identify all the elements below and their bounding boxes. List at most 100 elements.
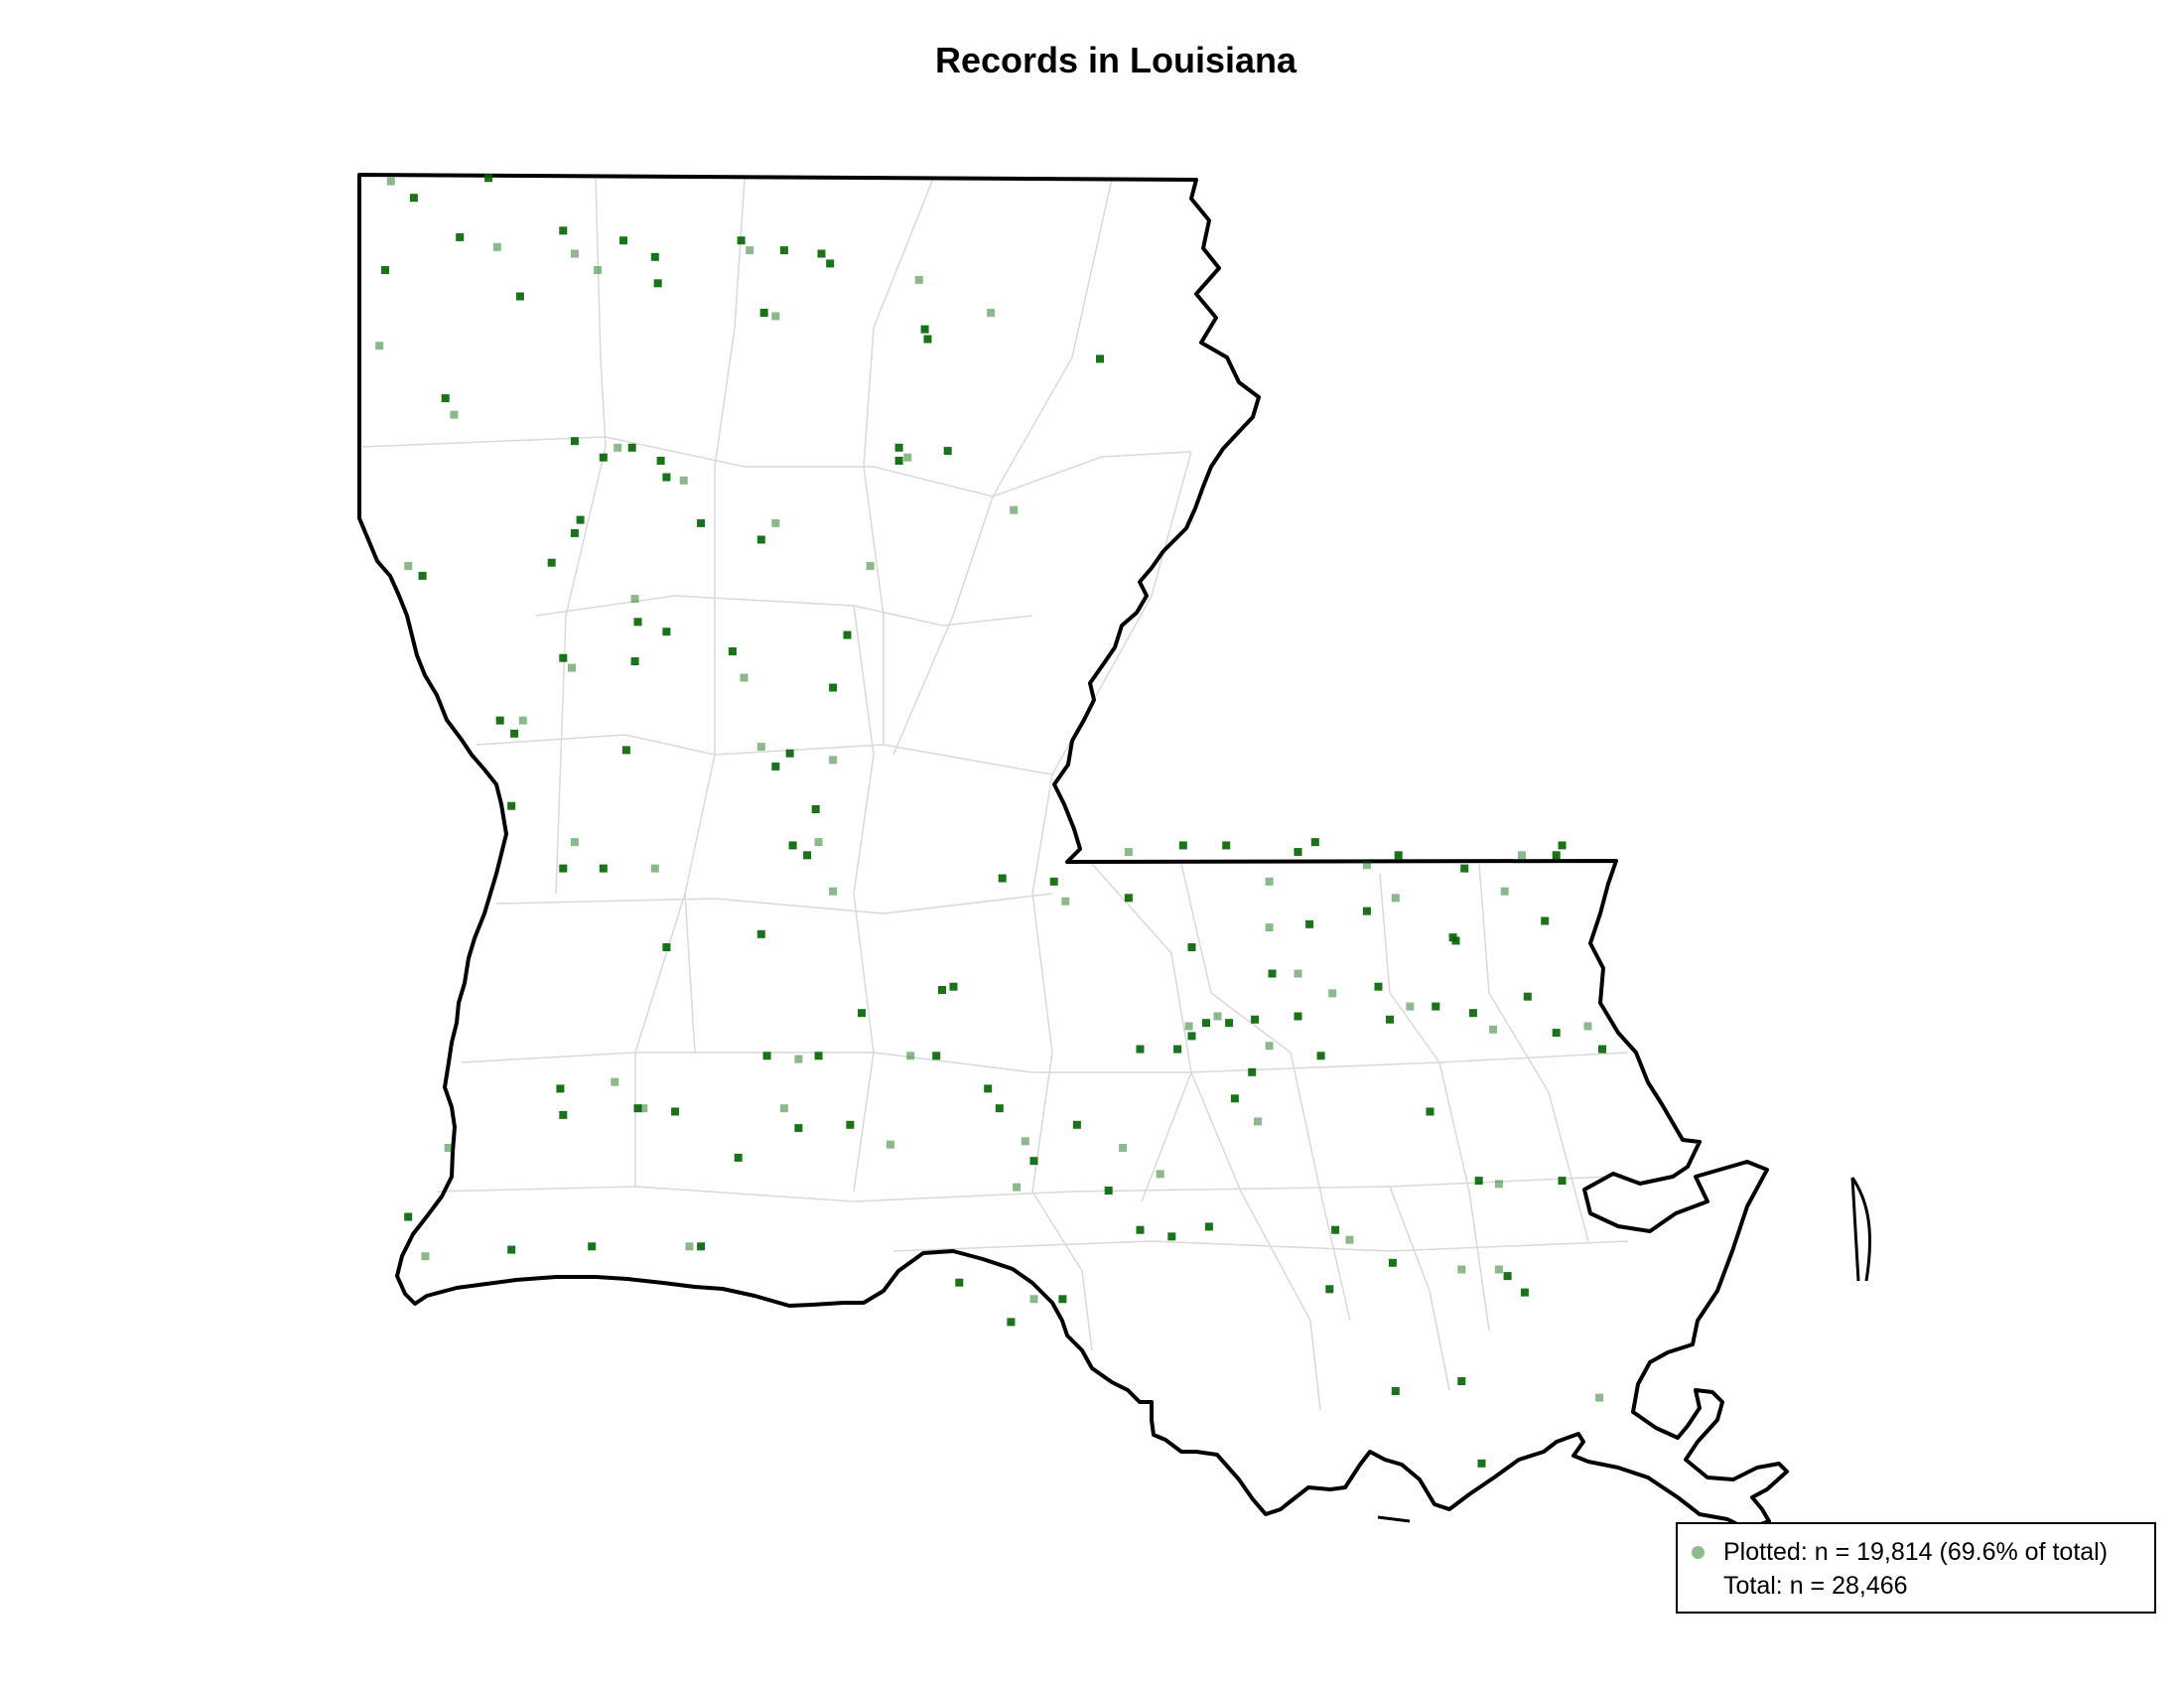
record-point (1426, 1107, 1434, 1116)
record-point (1460, 864, 1469, 873)
record-point (894, 457, 903, 465)
parish-line (1031, 1191, 1093, 1351)
record-point (697, 518, 706, 527)
record-point (1136, 1225, 1145, 1234)
record-point (1541, 916, 1550, 925)
record-point (1225, 1019, 1234, 1028)
record-point (903, 453, 912, 462)
record-point (444, 1144, 453, 1152)
record-point (627, 443, 636, 452)
parish-line (892, 1240, 1629, 1252)
record-point (1558, 841, 1567, 850)
record-point (1294, 969, 1302, 978)
record-point (404, 1212, 413, 1221)
record-point (619, 236, 627, 245)
record-point (510, 729, 519, 738)
record-point (375, 342, 384, 351)
record-point (923, 335, 932, 344)
record-point (1007, 1318, 1016, 1327)
record-point (1552, 1029, 1561, 1038)
record-point (811, 805, 820, 813)
record-point (788, 841, 797, 850)
record-point (1406, 1002, 1415, 1011)
record-point (1345, 1235, 1354, 1244)
record-point (1457, 1377, 1466, 1385)
record-point (814, 1052, 823, 1060)
record-point (507, 1245, 516, 1254)
record-point (955, 1278, 964, 1287)
record-point (1021, 1137, 1029, 1146)
record-point (1119, 1144, 1128, 1152)
parish-line (853, 605, 875, 1193)
record-point (633, 1104, 642, 1113)
record-point (1010, 505, 1019, 514)
record-point (495, 716, 504, 725)
record-point (1325, 1285, 1334, 1294)
record-point (785, 749, 794, 758)
parish-line (436, 1176, 1609, 1202)
parish-line (863, 178, 934, 745)
legend-total-label: Total: n = 28,466 (1723, 1572, 1908, 1600)
record-point (662, 943, 671, 951)
record-point (1187, 943, 1196, 951)
record-point (1294, 848, 1302, 856)
record-point (1598, 1045, 1606, 1054)
record-point (1124, 894, 1133, 903)
record-point (1173, 1045, 1182, 1054)
record-point (409, 194, 418, 203)
record-point (671, 1107, 680, 1116)
record-point (559, 226, 568, 235)
parish-boundaries (361, 178, 1629, 1411)
record-point (656, 457, 665, 465)
legend: Plotted: n = 19,814 (69.6% of total) Tot… (1676, 1522, 2156, 1614)
record-point (737, 236, 746, 245)
record-point (639, 1104, 648, 1113)
record-point (949, 982, 958, 991)
record-point (1305, 919, 1314, 928)
parish-line (495, 893, 1053, 914)
record-point (576, 515, 585, 524)
record-point (1394, 851, 1403, 860)
record-point (621, 746, 630, 755)
record-point (1474, 1177, 1483, 1186)
record-point (1029, 1295, 1038, 1304)
record-point (1331, 1225, 1340, 1234)
record-point (662, 473, 671, 482)
record-point (1049, 877, 1058, 886)
parish-line (1379, 873, 1490, 1332)
record-point (1448, 933, 1457, 942)
record-point (1328, 989, 1337, 998)
record-point (404, 562, 413, 570)
record-point (570, 528, 579, 537)
record-point (746, 246, 754, 255)
record-point (456, 232, 465, 241)
record-point (858, 1009, 866, 1018)
record-point (588, 1242, 597, 1251)
record-point (779, 1104, 788, 1113)
record-point (697, 1242, 706, 1251)
record-point (728, 647, 737, 655)
record-point (734, 1153, 743, 1162)
record-point (1230, 1094, 1239, 1103)
record-point (906, 1052, 915, 1060)
record-point (1058, 1295, 1067, 1304)
record-point (1310, 838, 1319, 847)
record-point (556, 1084, 565, 1093)
record-point (1251, 1015, 1260, 1024)
record-point (1029, 1157, 1038, 1166)
record-point (484, 174, 493, 183)
record-point (418, 571, 427, 580)
record-point (1494, 1180, 1503, 1189)
record-point (1503, 1272, 1512, 1281)
record-point (1316, 1052, 1325, 1060)
record-point (814, 838, 823, 847)
record-point (1104, 1187, 1113, 1195)
record-point (1388, 1258, 1397, 1267)
record-point (995, 1104, 1004, 1113)
record-point (1013, 1183, 1022, 1192)
record-point (1523, 992, 1532, 1001)
record-point (1457, 1265, 1466, 1274)
record-point (1156, 1170, 1164, 1179)
record-point (984, 1084, 993, 1093)
record-point (759, 309, 768, 317)
